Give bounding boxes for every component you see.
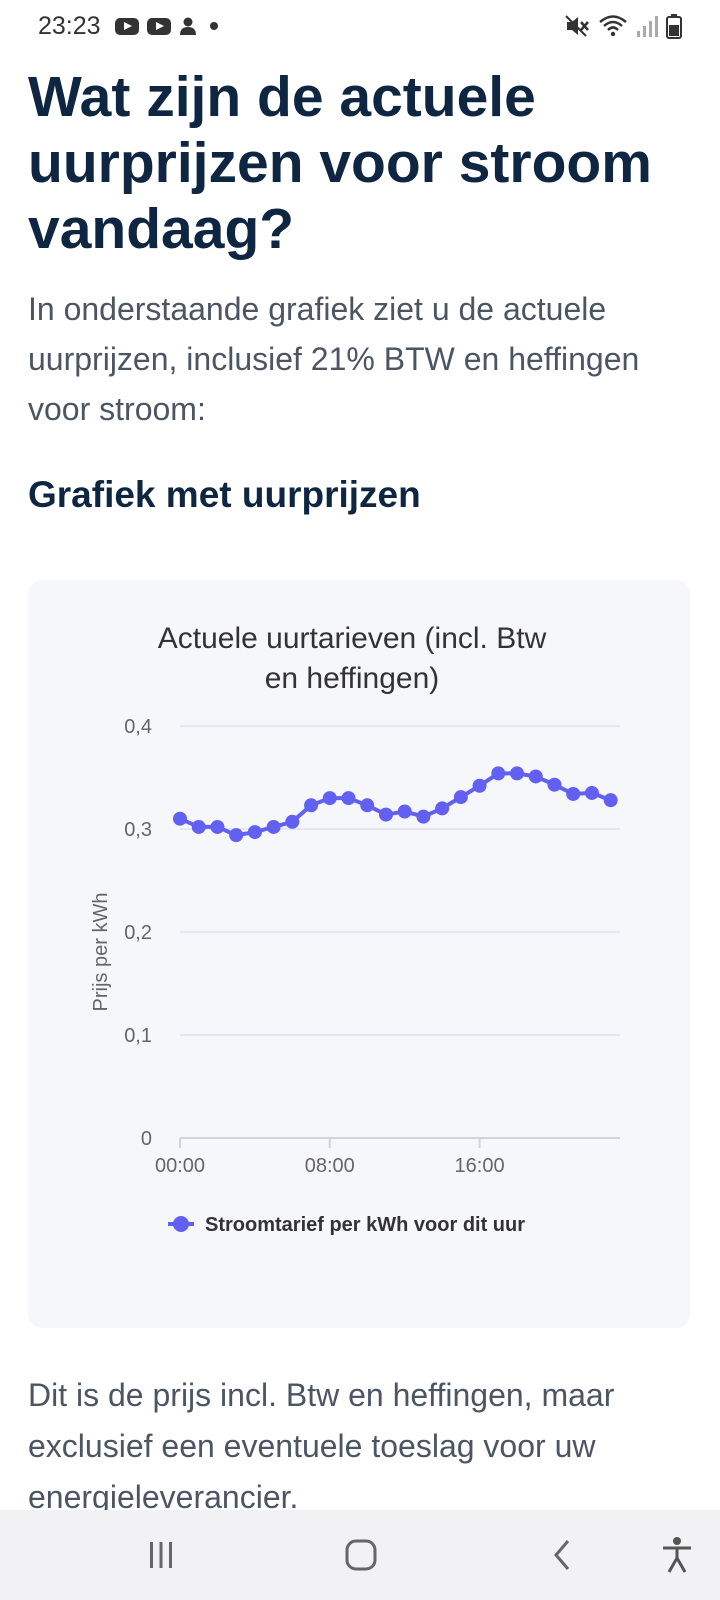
x-tick-label: 00:00 (155, 1155, 205, 1177)
youtube-icon (114, 17, 139, 35)
x-tick-label: 08:00 (305, 1155, 355, 1177)
chart-title-line-2: en heffingen) (265, 662, 440, 695)
data-point[interactable] (453, 790, 468, 805)
data-point[interactable] (266, 819, 281, 834)
data-point[interactable] (341, 791, 356, 806)
recent-apps-button[interactable] (136, 1532, 186, 1578)
wifi-icon (599, 15, 627, 37)
data-point[interactable] (210, 819, 225, 834)
back-button[interactable] (538, 1532, 588, 1578)
data-point[interactable] (547, 777, 562, 792)
intro-paragraph: In onderstaande grafiek ziet u de actuel… (28, 291, 640, 427)
series-line (179, 771, 612, 838)
x-tick-label: 16:00 (455, 1155, 505, 1177)
data-point[interactable] (322, 791, 337, 806)
status-time: 23:23 (38, 11, 101, 40)
signal-icon (637, 16, 658, 37)
y-tick-label: 0 (141, 1128, 152, 1150)
y-tick-label: 0,4 (124, 716, 152, 738)
dot-icon (209, 22, 218, 30)
data-point[interactable] (528, 769, 543, 784)
legend[interactable]: Stroomtarief per kWh voor dit uur (168, 1214, 525, 1236)
price-chart: Actuele uurtarieven (incl. Btw en heffin… (90, 622, 620, 1236)
data-point[interactable] (229, 828, 244, 843)
data-point[interactable] (603, 793, 618, 808)
person-icon (179, 17, 196, 35)
home-icon (345, 1539, 377, 1571)
data-point[interactable] (416, 809, 431, 824)
y-tick-label: 0,2 (124, 922, 152, 944)
navigation-bar (0, 1510, 720, 1600)
data-point[interactable] (360, 798, 375, 813)
page-title: Wat zijn de actuele uurprijzen voor stro… (28, 65, 652, 261)
chart-card: Actuele uurtarieven (incl. Btw en heffin… (28, 580, 690, 1328)
data-point[interactable] (285, 814, 300, 829)
data-point[interactable] (584, 785, 599, 800)
section-title: Grafiek met uurprijzen (28, 474, 421, 515)
data-point[interactable] (491, 766, 506, 781)
legend-swatch-point (173, 1216, 189, 1232)
youtube-icon (146, 17, 171, 35)
data-point[interactable] (435, 801, 450, 816)
y-axis-label: Prijs per kWh (90, 893, 112, 1012)
outro-paragraph: Dit is de prijs incl. Btw en heffingen, … (28, 1377, 615, 1515)
data-point[interactable] (566, 786, 581, 801)
legend-label: Stroomtarief per kWh voor dit uur (205, 1214, 525, 1236)
accessibility-button[interactable] (652, 1532, 702, 1578)
y-tick-label: 0,1 (124, 1025, 152, 1047)
status-right (564, 13, 682, 39)
y-tick-label: 0,3 (124, 819, 152, 841)
data-point[interactable] (304, 798, 319, 813)
data-point[interactable] (191, 819, 206, 834)
back-icon (554, 1540, 570, 1570)
data-point[interactable] (472, 778, 487, 793)
home-button[interactable] (336, 1532, 386, 1578)
mute-icon (565, 15, 589, 37)
data-point[interactable] (378, 807, 393, 822)
chart-title-line-1: Actuele uurtarieven (incl. Btw (158, 622, 547, 655)
recent-apps-icon (150, 1542, 172, 1568)
data-point[interactable] (397, 804, 412, 819)
data-point[interactable] (247, 825, 262, 840)
status-left: 23:23 (38, 12, 223, 41)
data-point[interactable] (510, 766, 525, 781)
battery-icon (666, 14, 682, 39)
accessibility-icon (663, 1537, 691, 1573)
data-point[interactable] (173, 811, 187, 826)
status-bar: 23:23 (0, 0, 720, 52)
